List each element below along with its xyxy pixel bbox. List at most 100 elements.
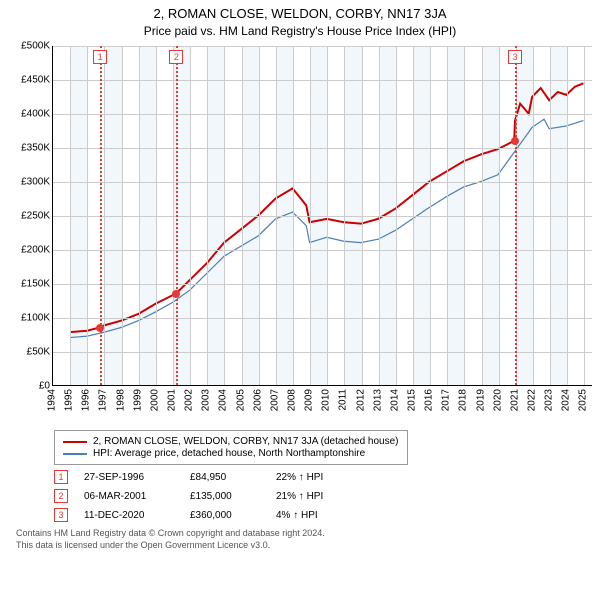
event-price: £84,950 <box>190 472 260 483</box>
gridline-h <box>53 318 592 319</box>
event-delta: 4% ↑ HPI <box>276 510 318 521</box>
x-tick-label: 2001 <box>167 389 178 411</box>
event-price: £135,000 <box>190 491 260 502</box>
gridline-v <box>396 46 397 385</box>
gridline-v <box>310 46 311 385</box>
gridline-h <box>53 148 592 149</box>
x-tick-label: 2014 <box>389 389 400 411</box>
chart: £0£50K£100K£150K£200K£250K£300K£350K£400… <box>8 46 592 426</box>
gridline-v <box>156 46 157 385</box>
gridline-h <box>53 46 592 47</box>
event-date: 11-DEC-2020 <box>84 510 174 521</box>
gridline-v <box>430 46 431 385</box>
gridline-h <box>53 80 592 81</box>
x-axis: 1994199519961997199819992000200120022003… <box>52 386 592 426</box>
plot-area: 123 <box>52 46 592 386</box>
x-tick-label: 2017 <box>441 389 452 411</box>
y-tick-label: £100K <box>21 313 50 324</box>
x-tick-label: 2009 <box>304 389 315 411</box>
footer-line-1: Contains HM Land Registry data © Crown c… <box>16 528 592 540</box>
y-tick-label: £450K <box>21 75 50 86</box>
marker-box: 3 <box>508 50 522 64</box>
gridline-v <box>413 46 414 385</box>
gridline-v <box>447 46 448 385</box>
x-tick-label: 2023 <box>544 389 555 411</box>
x-tick-label: 1994 <box>47 389 58 411</box>
legend-item: HPI: Average price, detached house, Nort… <box>63 448 399 459</box>
gridline-v <box>70 46 71 385</box>
gridline-v <box>464 46 465 385</box>
gridline-v <box>87 46 88 385</box>
x-tick-label: 2003 <box>201 389 212 411</box>
x-tick-label: 2016 <box>424 389 435 411</box>
x-tick-label: 1998 <box>115 389 126 411</box>
x-tick-label: 2006 <box>252 389 263 411</box>
gridline-h <box>53 216 592 217</box>
gridline-v <box>344 46 345 385</box>
legend-label: 2, ROMAN CLOSE, WELDON, CORBY, NN17 3JA … <box>93 436 399 447</box>
x-tick-label: 2010 <box>321 389 332 411</box>
event-date: 27-SEP-1996 <box>84 472 174 483</box>
gridline-v <box>122 46 123 385</box>
gridline-v <box>276 46 277 385</box>
gridline-h <box>53 250 592 251</box>
event-price: £360,000 <box>190 510 260 521</box>
legend-label: HPI: Average price, detached house, Nort… <box>93 448 365 459</box>
y-axis: £0£50K£100K£150K£200K£250K£300K£350K£400… <box>8 46 52 386</box>
legend: 2, ROMAN CLOSE, WELDON, CORBY, NN17 3JA … <box>54 430 408 465</box>
gridline-v <box>379 46 380 385</box>
y-tick-label: £350K <box>21 143 50 154</box>
gridline-v <box>242 46 243 385</box>
marker-dot <box>172 290 180 298</box>
x-tick-label: 2011 <box>338 389 349 411</box>
events-table: 1 27-SEP-1996 £84,950 22% ↑ HPI 2 06-MAR-2001… <box>54 470 592 522</box>
footer-line-2: This data is licensed under the Open Gov… <box>16 540 592 552</box>
gridline-h <box>53 182 592 183</box>
x-tick-label: 2008 <box>287 389 298 411</box>
x-tick-label: 2015 <box>407 389 418 411</box>
gridline-v <box>293 46 294 385</box>
gridline-v <box>139 46 140 385</box>
chart-subtitle: Price paid vs. HM Land Registry's House … <box>8 24 592 38</box>
event-marker: 1 <box>54 470 68 484</box>
x-tick-label: 2012 <box>355 389 366 411</box>
x-tick-label: 2007 <box>269 389 280 411</box>
event-row: 206-MAR-2001£135,00021% ↑ HPI <box>54 489 592 503</box>
legend-swatch <box>63 441 87 443</box>
chart-title: 2, ROMAN CLOSE, WELDON, CORBY, NN17 3JA <box>8 6 592 21</box>
gridline-v <box>173 46 174 385</box>
event-date: 06-MAR-2001 <box>84 491 174 502</box>
gridline-h <box>53 352 592 353</box>
gridline-v <box>224 46 225 385</box>
y-tick-label: £250K <box>21 211 50 222</box>
gridline-v <box>327 46 328 385</box>
x-tick-label: 1997 <box>98 389 109 411</box>
x-tick-label: 2004 <box>218 389 229 411</box>
event-row: 3 11-DEC-2020 £360,000 4% ↑ HPI <box>54 508 592 522</box>
event-delta: 22% ↑ HPI <box>276 472 323 483</box>
marker-line <box>515 46 517 385</box>
gridline-v <box>104 46 105 385</box>
x-tick-label: 2000 <box>149 389 160 411</box>
gridline-v <box>482 46 483 385</box>
event-marker: 2 <box>54 489 68 503</box>
gridline-v <box>499 46 500 385</box>
x-tick-label: 2020 <box>492 389 503 411</box>
y-tick-label: £50K <box>27 347 50 358</box>
gridline-v <box>362 46 363 385</box>
x-tick-label: 1999 <box>132 389 143 411</box>
x-tick-label: 2024 <box>561 389 572 411</box>
gridline-v <box>584 46 585 385</box>
x-tick-label: 2002 <box>184 389 195 411</box>
y-tick-label: £300K <box>21 177 50 188</box>
y-tick-label: £200K <box>21 245 50 256</box>
x-tick-label: 1996 <box>81 389 92 411</box>
gridline-v <box>533 46 534 385</box>
gridline-v <box>567 46 568 385</box>
marker-dot <box>96 324 104 332</box>
gridline-v <box>259 46 260 385</box>
x-tick-label: 2021 <box>509 389 520 411</box>
event-marker: 3 <box>54 508 68 522</box>
gridline-v <box>207 46 208 385</box>
x-tick-label: 2025 <box>578 389 589 411</box>
